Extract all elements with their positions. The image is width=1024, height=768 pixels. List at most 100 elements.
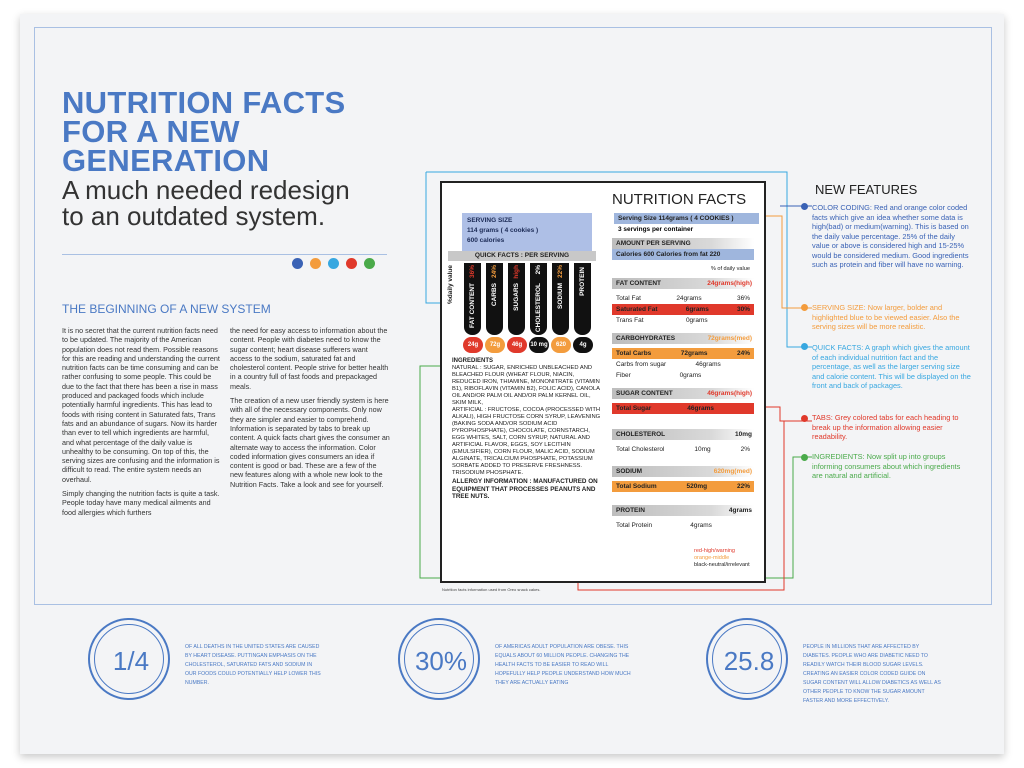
nutrient-name: Total Cholesterol — [616, 446, 665, 453]
ingredients-heading: INGREDIENTS — [452, 358, 494, 364]
nutrient-amount: 4grams — [690, 522, 712, 529]
quick-facts-chart: %daily value 36% FAT CONTENT 24g 24% CARBS 72… — [446, 263, 604, 364]
quick-fact-bar — [508, 263, 525, 335]
stat-text: OF AMERICAS ADULT POPULATION ARE OBESE. … — [495, 644, 631, 686]
serving-calories: 600 calories — [467, 237, 505, 244]
section-header-value: 4grams — [728, 507, 752, 514]
section-carbs: CARBOHYDRATES 72grams(med) Total Carbs 72gr… — [612, 333, 754, 381]
feature-item: QUICK FACTS: A graph which gives the amo… — [812, 343, 972, 391]
feature-label: COLOR CODING: — [812, 203, 872, 212]
divider — [62, 254, 387, 255]
title-line: FOR A NEW — [62, 114, 240, 149]
feature-label: INGREDIENTS: — [812, 452, 865, 461]
feature-dot — [801, 203, 808, 210]
quick-fact-value: 4g — [573, 337, 593, 353]
section-header-label: CARBOHYDRATES — [616, 335, 676, 342]
nutrient-amount: 72grams — [680, 350, 708, 357]
paragraph: Simply changing the nutrition facts is q… — [62, 489, 220, 517]
serving-heading: SERVING SIZE — [467, 217, 513, 224]
pct-daily-value-text: % of daily value — [710, 266, 750, 272]
quick-fact-pct: 36% — [469, 265, 476, 279]
quick-fact-value: 620 mg — [551, 337, 571, 364]
quick-fact-label: PROTEIN — [579, 267, 586, 296]
nutrient-name: Carbs from sugar — [616, 361, 667, 368]
quick-fact-bar — [486, 263, 503, 335]
quick-fact-pct: 22% — [557, 265, 564, 279]
subtitle-line: to an outdated system. — [62, 201, 326, 231]
feature-text: Now larger, bolder and highlighted blue … — [812, 303, 960, 331]
nutrient-row: Total Sugar 46grams — [612, 403, 754, 414]
nutrient-amount: 0grams — [685, 317, 708, 324]
calories-line: Calories 600 Calories from fat 220 — [612, 249, 754, 260]
quick-fact-value: 24g — [463, 337, 483, 353]
quick-fact-pct: high — [513, 265, 520, 279]
ingredients-natural: NATURAL : SUGAR, ENRICHED UNBLEACHED AND… — [452, 365, 600, 406]
calories-text: Calories 600 Calories from fat 220 — [616, 251, 721, 258]
daily-value-label: %daily value — [447, 265, 454, 305]
section-heading: THE BEGINNING OF A NEW SYSTEM — [62, 302, 271, 316]
nutrient-amount: 0grams — [679, 372, 702, 379]
stat-circle: 25.8 — [706, 618, 788, 700]
legend-neutral: black-neutral/irrelevant — [694, 562, 750, 568]
features-heading: NEW FEATURES — [815, 182, 918, 197]
nutrient-name: Saturated Fat — [616, 306, 658, 313]
nutrient-name: Fiber — [616, 372, 631, 379]
quick-fact-bar — [464, 263, 481, 335]
feature-text: Now split up into groups informing consu… — [812, 452, 961, 480]
content-frame — [34, 27, 992, 605]
quick-fact-label: FAT CONTENT — [469, 283, 476, 329]
feature-dot — [801, 343, 808, 350]
body-column-2: the need for easy access to information … — [230, 326, 390, 494]
paragraph: The creation of a new user friendly syst… — [230, 396, 390, 489]
color-dot — [328, 258, 339, 269]
servings-per-container: 3 servings per container — [618, 226, 694, 233]
nutrient-name: Total Fat — [616, 295, 641, 302]
nutrient-name: Total Sodium — [616, 483, 657, 490]
nutrient-row: Total Cholesterol 10mg 2% — [612, 444, 754, 455]
nutrient-name: Total Protein — [616, 522, 653, 529]
nutrient-pct: 24% — [736, 350, 750, 357]
quick-fact-label: SODIUM — [557, 283, 564, 309]
serving-size-box: SERVING SIZE 114 grams ( 4 cookies ) 600… — [462, 213, 592, 255]
legend-medium: orange-middle — [694, 555, 730, 561]
ingredients: INGREDIENTS NATURAL : SUGAR, ENRICHED UN… — [452, 358, 602, 501]
allergy-info: ALLERGY INFORMATION : MANUFACTURED ON EQ… — [452, 478, 598, 500]
nutrient-amount: 6grams — [685, 306, 709, 313]
section-sodium: SODIUM 620mg(med) Total Sodium 520mg 22% — [612, 466, 754, 492]
color-dot — [292, 258, 303, 269]
section-sugar: SUGAR CONTENT 46grams(high) Total Sugar 46g… — [612, 388, 754, 414]
nutrient-row: Total Fat 24grams 36% — [612, 293, 754, 304]
nutrient-name: Trans Fat — [616, 317, 644, 324]
quick-fact-bar — [574, 263, 591, 335]
ingredients-artificial: ARTIFICIAL : FRUCTOSE, COCOA (PROCESSED … — [452, 407, 601, 476]
color-dots — [292, 258, 375, 269]
nutrient-row: Carbs from sugar 46grams — [612, 359, 754, 370]
nutrient-pct: 2% — [740, 446, 750, 453]
quick-fact-label: CHOLESTEROL — [535, 283, 542, 333]
section-header-value: 10mg — [735, 431, 752, 438]
section-header-value: 24grams(high) — [707, 280, 752, 287]
section-header: PROTEIN 4grams — [612, 505, 754, 516]
section-header-label: CHOLESTEROL — [616, 431, 666, 438]
section-header-value: 620mg(med) — [713, 468, 752, 475]
section-header: FAT CONTENT 24grams(high) — [612, 278, 754, 289]
section-header: CARBOHYDRATES 72grams(med) — [612, 333, 754, 344]
quick-facts-title: QUICK FACTS : PER SERVING — [448, 251, 596, 261]
nutrient-pct: 36% — [736, 295, 750, 302]
nutrient-row: Fiber 0grams — [612, 370, 754, 381]
nutrient-row: Trans Fat 0grams — [612, 315, 754, 326]
section-header-value: 46grams(high) — [707, 390, 752, 397]
serving-size-line: Serving Size 114grams ( 4 COOKIES ) — [614, 213, 759, 224]
nutrient-amount: 46grams — [695, 361, 721, 368]
stat-circle: 1/4 — [88, 618, 170, 700]
feature-text: Red and orange color coded facts which g… — [812, 203, 969, 269]
stat-number: 30% — [414, 646, 468, 676]
nutrient-amount: 46grams — [687, 405, 715, 412]
feature-item: SERVING SIZE: Now larger, bolder and hig… — [812, 303, 972, 332]
nutrient-row: Saturated Fat 6grams 30% — [612, 304, 754, 315]
feature-dot — [801, 415, 808, 422]
section-header-value: 72grams(med) — [707, 335, 752, 342]
subtitle-line: A much needed redesign — [62, 175, 350, 205]
section-header: SUGAR CONTENT 46grams(high) — [612, 388, 754, 399]
quick-fact-bar — [530, 263, 547, 335]
